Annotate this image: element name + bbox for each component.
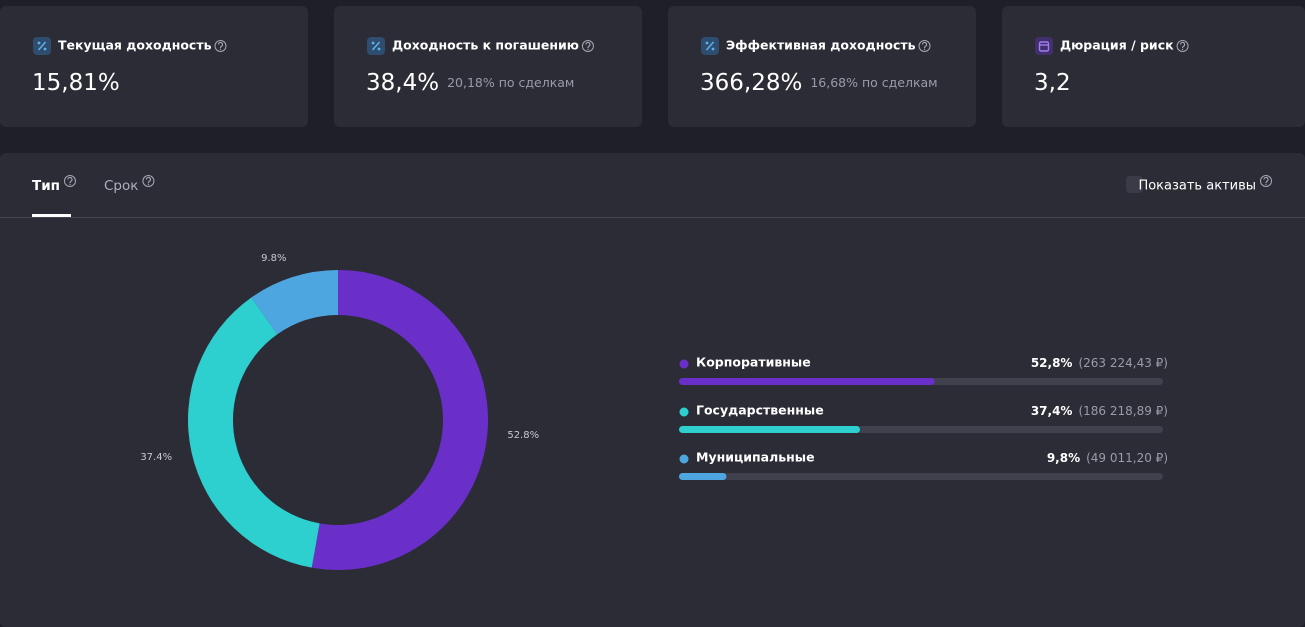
help-circle [142,175,155,187]
legend-name: Муниципальные [696,450,815,465]
tab[interactable]: Тип [32,178,60,194]
legend-name: Корпоративные [696,355,811,370]
card-title: Эффективная доходность [726,38,916,53]
help-mark [1263,176,1269,183]
percent-icon-dot [377,47,381,51]
help-dot [923,48,926,50]
legend-value-line: 37,4% (186 218,89 ₽) [1031,404,1168,418]
help-circle [1176,40,1189,52]
slice-label: 52.8% [507,430,539,441]
percent-icon-dot [371,41,375,45]
toggle-checkbox[interactable] [1126,176,1143,193]
card-title: Текущая доходность [58,38,212,53]
percent-icon-slash [371,41,381,51]
help-icon[interactable] [214,40,227,52]
help-mark [67,176,73,183]
percent-icon-slash [705,41,715,51]
stat-card [334,6,642,127]
stat-card [1002,6,1305,127]
help-mark [921,41,928,48]
slice-label: 9.8% [261,253,286,264]
help-circle [1260,175,1272,187]
legend-percent: 9,8% [1047,451,1080,465]
help-icon[interactable] [1176,40,1189,52]
active-tab-underline [32,214,71,217]
card-value-line: 15,81% [32,70,120,96]
help-mark [217,41,224,48]
help-circle [918,40,931,52]
toggle-label[interactable]: Показать активы [1138,179,1256,194]
help-dot [1181,48,1184,50]
donut-slice [251,270,338,335]
help-icon[interactable] [918,40,931,52]
help-mark [145,176,151,183]
calendar-icon-bg [1035,37,1053,55]
legend-name: Государственные [696,403,824,418]
legend-amount: (263 224,43 ₽) [1078,356,1168,370]
legend-dot [679,454,689,464]
legend-value-line: 52,8% (263 224,43 ₽) [1031,356,1168,370]
help-circle [214,40,227,52]
percent-icon-dot [705,41,709,45]
legend-bar-track [679,473,1163,480]
card-value: 38,4% [366,70,439,96]
stat-card [0,6,308,127]
legend-amount: (186 218,89 ₽) [1078,404,1168,418]
slice-label: 37.4% [140,452,172,463]
card-note: 16,68% по сделкам [810,75,937,90]
help-mark [585,41,591,48]
help-icon[interactable] [142,175,155,187]
percent-icon-dot [37,41,41,45]
card-title: Доходность к погашению [392,38,579,53]
card-value: 15,81% [32,70,120,96]
help-icon[interactable] [1260,175,1272,187]
help-dot [147,183,150,185]
help-icon[interactable] [581,40,594,52]
stat-card [668,6,976,127]
help-circle [64,175,76,187]
percent-icon-dot [43,47,47,51]
card-title: Дюрация / риск [1060,38,1174,53]
legend-value-line: 9,8% (49 011,20 ₽) [1047,451,1168,465]
help-mark [1180,41,1186,48]
legend-percent: 37,4% [1031,404,1073,418]
card-value-line: 38,4% 20,18% по сделкам [366,70,574,96]
help-dot [219,48,222,50]
legend-dot [679,359,689,369]
card-note: 20,18% по сделкам [447,75,574,90]
tab[interactable]: Срок [104,178,138,194]
help-dot [1265,183,1267,185]
legend-dot [679,407,689,417]
help-dot [587,48,589,50]
card-value: 366,28% [700,70,802,96]
help-circle [581,40,594,52]
card-value-line: 3,2 [1034,70,1071,96]
help-dot [69,183,71,185]
percent-icon-dot [711,47,715,51]
card-value-line: 366,28% 16,68% по сделкам [700,70,938,96]
legend-percent: 52,8% [1031,356,1073,370]
legend-bar [679,426,861,433]
legend-bar [679,378,935,385]
donut-slice [311,270,489,570]
donut-slice [188,297,320,568]
calendar-icon [1038,41,1050,52]
legend-amount: (49 011,20 ₽) [1086,451,1168,465]
percent-icon-slash [37,41,47,51]
legend-bar [679,473,727,480]
card-value: 3,2 [1034,70,1071,96]
help-icon[interactable] [64,175,76,187]
